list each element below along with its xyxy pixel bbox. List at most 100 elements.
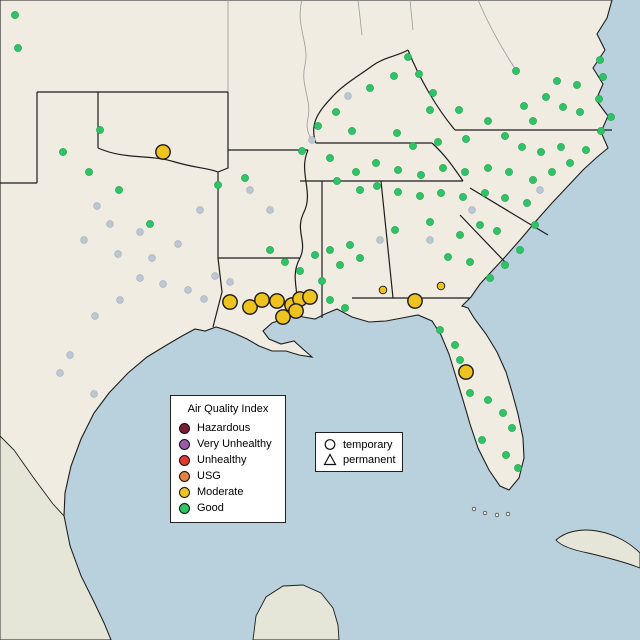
station-marker-good[interactable] [356,254,364,262]
station-marker-good[interactable] [461,168,469,176]
station-marker-good[interactable] [502,451,510,459]
station-marker-good[interactable] [595,95,603,103]
station-marker-good[interactable] [281,258,289,266]
station-marker-inactive[interactable] [80,236,88,244]
station-marker-good[interactable] [266,246,274,254]
station-marker-moderate[interactable] [302,289,318,305]
station-marker-good[interactable] [481,189,489,197]
station-marker-good[interactable] [566,159,574,167]
station-marker-moderate[interactable] [378,285,388,295]
station-marker-inactive[interactable] [91,312,99,320]
station-marker-good[interactable] [531,221,539,229]
station-marker-inactive[interactable] [174,240,182,248]
station-marker-good[interactable] [456,231,464,239]
station-marker-good[interactable] [416,192,424,200]
station-marker-good[interactable] [514,464,522,472]
station-marker-good[interactable] [582,146,590,154]
station-marker-inactive[interactable] [376,236,384,244]
station-marker-good[interactable] [409,142,417,150]
station-marker-good[interactable] [390,72,398,80]
station-marker-good[interactable] [115,186,123,194]
station-marker-good[interactable] [11,11,19,19]
station-marker-good[interactable] [356,186,364,194]
station-marker-inactive[interactable] [200,295,208,303]
station-marker-good[interactable] [537,148,545,156]
station-marker-moderate[interactable] [407,293,423,309]
station-marker-good[interactable] [596,56,604,64]
station-marker-good[interactable] [444,253,452,261]
station-marker-good[interactable] [346,241,354,249]
station-marker-good[interactable] [348,127,356,135]
station-marker-good[interactable] [373,182,381,190]
station-marker-good[interactable] [484,117,492,125]
station-marker-good[interactable] [466,258,474,266]
station-marker-good[interactable] [417,171,425,179]
station-marker-moderate[interactable] [275,309,291,325]
station-marker-inactive[interactable] [226,278,234,286]
station-marker-moderate[interactable] [288,303,304,319]
station-marker-good[interactable] [476,221,484,229]
station-marker-good[interactable] [455,106,463,114]
station-marker-good[interactable] [505,168,513,176]
station-marker-good[interactable] [436,326,444,334]
station-marker-good[interactable] [542,93,550,101]
station-marker-inactive[interactable] [246,186,254,194]
station-marker-inactive[interactable] [266,206,274,214]
station-marker-inactive[interactable] [148,254,156,262]
station-marker-good[interactable] [599,73,607,81]
station-marker-good[interactable] [426,106,434,114]
station-marker-good[interactable] [501,261,509,269]
station-marker-good[interactable] [372,159,380,167]
station-marker-good[interactable] [296,267,304,275]
station-marker-good[interactable] [434,138,442,146]
station-marker-inactive[interactable] [93,202,101,210]
station-marker-good[interactable] [336,261,344,269]
station-marker-good[interactable] [529,117,537,125]
station-marker-good[interactable] [415,70,423,78]
station-marker-good[interactable] [516,246,524,254]
station-marker-good[interactable] [96,126,104,134]
station-marker-good[interactable] [393,129,401,137]
station-marker-inactive[interactable] [184,286,192,294]
station-marker-good[interactable] [241,174,249,182]
station-marker-inactive[interactable] [106,220,114,228]
station-marker-good[interactable] [439,164,447,172]
station-marker-good[interactable] [59,148,67,156]
station-marker-inactive[interactable] [114,250,122,258]
station-marker-good[interactable] [459,193,467,201]
station-marker-good[interactable] [466,389,474,397]
station-marker-moderate[interactable] [436,281,446,291]
station-marker-good[interactable] [326,246,334,254]
station-marker-good[interactable] [311,251,319,259]
station-marker-good[interactable] [520,102,528,110]
station-marker-good[interactable] [523,199,531,207]
station-marker-moderate[interactable] [254,292,270,308]
station-marker-inactive[interactable] [468,206,476,214]
station-marker-moderate[interactable] [269,293,285,309]
station-marker-good[interactable] [501,194,509,202]
station-marker-inactive[interactable] [56,369,64,377]
station-marker-good[interactable] [559,103,567,111]
station-marker-good[interactable] [146,220,154,228]
station-marker-good[interactable] [456,356,464,364]
station-marker-good[interactable] [85,168,93,176]
station-marker-good[interactable] [394,188,402,196]
station-marker-moderate[interactable] [458,364,474,380]
station-marker-good[interactable] [314,122,322,130]
station-marker-good[interactable] [548,168,556,176]
station-marker-good[interactable] [394,166,402,174]
station-marker-good[interactable] [437,189,445,197]
station-marker-good[interactable] [341,304,349,312]
station-marker-good[interactable] [326,154,334,162]
station-marker-good[interactable] [499,409,507,417]
station-marker-good[interactable] [493,227,501,235]
station-marker-good[interactable] [333,177,341,185]
station-marker-good[interactable] [529,176,537,184]
station-marker-good[interactable] [553,77,561,85]
station-marker-inactive[interactable] [211,272,219,280]
station-marker-inactive[interactable] [426,236,434,244]
station-marker-good[interactable] [451,341,459,349]
station-marker-good[interactable] [486,274,494,282]
station-marker-good[interactable] [478,436,486,444]
